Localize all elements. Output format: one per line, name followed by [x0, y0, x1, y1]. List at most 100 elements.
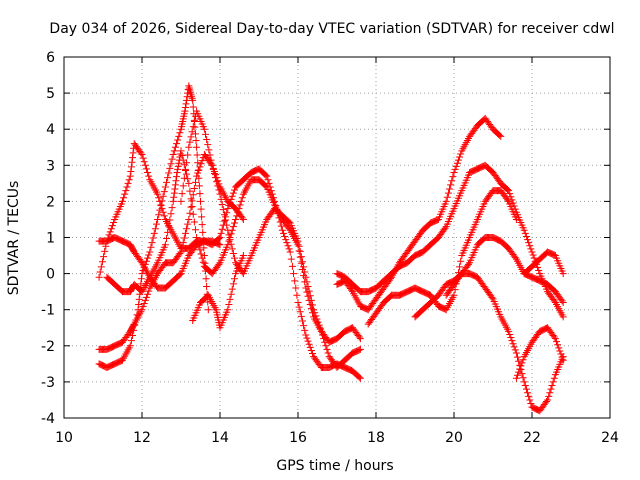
data-point — [185, 179, 193, 187]
series-sat-i — [333, 161, 567, 321]
data-point — [97, 263, 105, 271]
data-point — [220, 217, 228, 225]
data-point — [452, 162, 460, 170]
data-point — [146, 248, 154, 256]
data-point — [503, 186, 511, 194]
data-point — [511, 254, 519, 262]
data-point — [226, 295, 234, 303]
data-point — [545, 392, 553, 400]
data-point — [127, 337, 135, 345]
data-point — [191, 226, 199, 234]
data-point — [230, 186, 238, 194]
data-point — [176, 150, 184, 158]
data-point — [189, 123, 197, 131]
data-point — [232, 215, 240, 223]
data-point — [176, 129, 184, 137]
data-point — [529, 251, 537, 259]
data-point — [176, 271, 184, 279]
y-tick-labels: -4 -3 -2 -1 0 1 2 3 4 5 6 — [41, 50, 55, 427]
data-point — [355, 346, 363, 354]
data-point — [521, 229, 529, 237]
y-tick-label: 3 — [46, 158, 55, 174]
data-point — [316, 324, 324, 332]
y-tick-label: 5 — [46, 86, 55, 102]
data-point — [169, 197, 177, 205]
data-point — [307, 346, 315, 354]
data-point — [524, 236, 532, 244]
data-point — [521, 382, 529, 390]
data-point — [238, 214, 246, 222]
data-point — [456, 263, 464, 271]
data-point — [161, 183, 169, 191]
y-tick-label: -1 — [41, 303, 55, 319]
data-point — [189, 210, 197, 218]
data-point — [550, 374, 558, 382]
grid-lines — [64, 57, 610, 418]
data-point — [229, 249, 237, 257]
data-point — [129, 154, 137, 162]
data-point — [175, 132, 183, 140]
data-point — [137, 149, 145, 157]
data-point — [163, 178, 171, 186]
y-tick-label: -3 — [41, 375, 55, 391]
data-point — [181, 229, 189, 237]
data-point — [152, 220, 160, 228]
data-point — [296, 308, 304, 316]
data-point — [520, 226, 528, 234]
data-point — [170, 147, 178, 155]
data-point — [95, 273, 103, 281]
data-point — [283, 239, 291, 247]
y-tick-label: 1 — [46, 231, 55, 247]
data-point — [525, 239, 533, 247]
data-point — [308, 301, 316, 309]
data-point — [264, 176, 272, 184]
data-point — [174, 136, 182, 144]
data-point — [101, 247, 109, 255]
data-point — [166, 164, 174, 172]
data-point — [198, 221, 206, 229]
data-point — [230, 275, 238, 283]
data-point — [163, 235, 171, 243]
data-point — [215, 260, 223, 268]
data-point — [119, 197, 126, 205]
data-point — [121, 190, 129, 198]
data-point — [139, 154, 147, 162]
data-point — [127, 167, 135, 175]
data-point — [171, 185, 179, 193]
data-point — [167, 160, 175, 168]
series-sat-j — [364, 187, 520, 328]
data-point — [190, 185, 198, 193]
data-point — [306, 292, 314, 300]
data-point — [284, 242, 292, 250]
data-point — [144, 169, 152, 177]
data-point — [225, 231, 233, 239]
data-point — [522, 385, 530, 393]
data-point — [110, 219, 118, 227]
data-point — [209, 165, 217, 173]
data-point — [139, 267, 147, 275]
data-point — [173, 173, 181, 181]
data-point — [515, 357, 523, 365]
data-point — [512, 374, 520, 382]
data-point — [181, 104, 189, 112]
data-point — [171, 143, 179, 151]
data-point — [144, 254, 152, 262]
data-point — [179, 239, 187, 247]
series-sat-n — [520, 248, 567, 278]
data-point — [305, 287, 313, 295]
y-tick-label: 0 — [46, 267, 55, 283]
data-point — [144, 290, 152, 298]
data-point — [239, 252, 247, 260]
data-point — [517, 362, 525, 370]
data-point — [167, 210, 175, 218]
data-point — [443, 193, 451, 201]
data-point — [449, 173, 457, 181]
data-point — [159, 192, 167, 200]
data-point — [122, 187, 130, 195]
data-point — [197, 250, 205, 258]
data-point — [156, 206, 164, 214]
data-point — [285, 245, 293, 253]
data-point — [508, 337, 516, 345]
data-point — [171, 181, 179, 189]
data-point — [297, 259, 305, 267]
